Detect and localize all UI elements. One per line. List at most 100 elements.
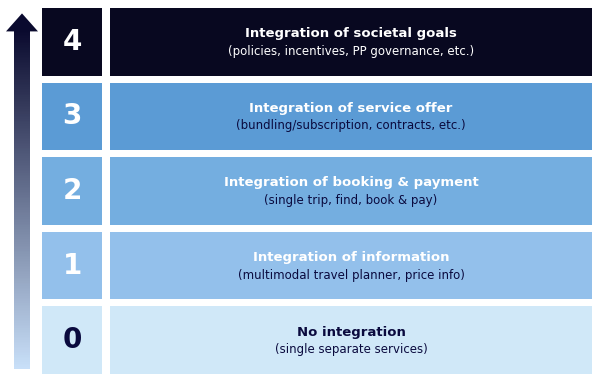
- Bar: [14, 223, 30, 225]
- Bar: [14, 291, 30, 293]
- Bar: [14, 39, 30, 42]
- Bar: [14, 270, 30, 272]
- Bar: [14, 108, 30, 111]
- Bar: [14, 204, 30, 207]
- Text: (bundling/subscription, contracts, etc.): (bundling/subscription, contracts, etc.): [236, 119, 466, 133]
- Bar: [14, 328, 30, 330]
- Bar: [14, 159, 30, 161]
- Bar: [14, 215, 30, 217]
- Bar: [14, 198, 30, 200]
- Bar: [14, 162, 30, 165]
- Bar: [14, 346, 30, 348]
- Bar: [14, 280, 30, 283]
- Bar: [14, 147, 30, 149]
- Bar: [14, 31, 30, 33]
- Bar: [14, 365, 30, 367]
- Bar: [14, 324, 30, 327]
- Bar: [14, 179, 30, 181]
- Bar: [14, 178, 30, 180]
- Bar: [14, 308, 30, 309]
- Bar: [14, 113, 30, 116]
- Bar: [14, 199, 30, 202]
- Bar: [14, 65, 30, 67]
- Bar: [14, 341, 30, 343]
- Bar: [14, 71, 30, 74]
- Bar: [14, 231, 30, 234]
- Bar: [14, 49, 30, 52]
- Bar: [14, 132, 30, 134]
- Bar: [14, 48, 30, 50]
- Bar: [14, 55, 30, 57]
- Bar: [14, 203, 30, 205]
- Bar: [14, 210, 30, 212]
- Bar: [14, 314, 30, 316]
- Bar: [14, 230, 30, 232]
- Bar: [14, 345, 30, 347]
- Bar: [42, 157, 102, 225]
- Bar: [14, 83, 30, 85]
- Bar: [14, 43, 30, 45]
- Bar: [14, 174, 30, 176]
- Bar: [14, 51, 30, 53]
- Bar: [14, 309, 30, 311]
- Bar: [42, 8, 102, 76]
- Bar: [14, 218, 30, 220]
- Bar: [14, 73, 30, 75]
- Bar: [14, 38, 30, 40]
- Bar: [14, 164, 30, 166]
- Bar: [110, 83, 592, 150]
- Bar: [14, 235, 30, 237]
- Bar: [14, 297, 30, 299]
- Bar: [14, 253, 30, 256]
- Bar: [14, 265, 30, 267]
- Bar: [14, 329, 30, 332]
- Bar: [14, 144, 30, 146]
- Bar: [14, 61, 30, 63]
- Bar: [14, 104, 30, 105]
- Bar: [14, 326, 30, 328]
- Bar: [14, 87, 30, 89]
- Bar: [14, 238, 30, 240]
- Bar: [14, 44, 30, 47]
- Bar: [14, 274, 30, 276]
- Bar: [14, 340, 30, 342]
- Bar: [14, 173, 30, 175]
- Bar: [14, 206, 30, 209]
- Bar: [14, 227, 30, 229]
- Bar: [14, 151, 30, 153]
- Bar: [14, 338, 30, 340]
- Bar: [14, 63, 30, 65]
- Bar: [14, 331, 30, 333]
- Bar: [14, 193, 30, 195]
- Bar: [14, 260, 30, 262]
- Bar: [14, 358, 30, 360]
- Bar: [14, 124, 30, 126]
- Bar: [14, 236, 30, 239]
- Bar: [14, 257, 30, 259]
- Bar: [14, 141, 30, 143]
- Bar: [14, 334, 30, 337]
- Bar: [42, 232, 102, 299]
- Bar: [14, 272, 30, 274]
- Bar: [14, 127, 30, 129]
- Text: (single trip, find, book & pay): (single trip, find, book & pay): [265, 194, 437, 207]
- Bar: [14, 156, 30, 158]
- Bar: [14, 211, 30, 214]
- Text: 4: 4: [62, 28, 82, 56]
- Bar: [14, 186, 30, 188]
- Bar: [14, 296, 30, 298]
- Bar: [14, 208, 30, 210]
- Bar: [14, 183, 30, 185]
- Bar: [14, 248, 30, 251]
- Bar: [14, 98, 30, 100]
- Bar: [14, 306, 30, 308]
- Polygon shape: [6, 13, 38, 31]
- Bar: [14, 166, 30, 168]
- Bar: [14, 41, 30, 43]
- Bar: [14, 152, 30, 154]
- Bar: [14, 252, 30, 254]
- Bar: [14, 194, 30, 197]
- Bar: [14, 228, 30, 230]
- Bar: [14, 304, 30, 306]
- Bar: [14, 250, 30, 252]
